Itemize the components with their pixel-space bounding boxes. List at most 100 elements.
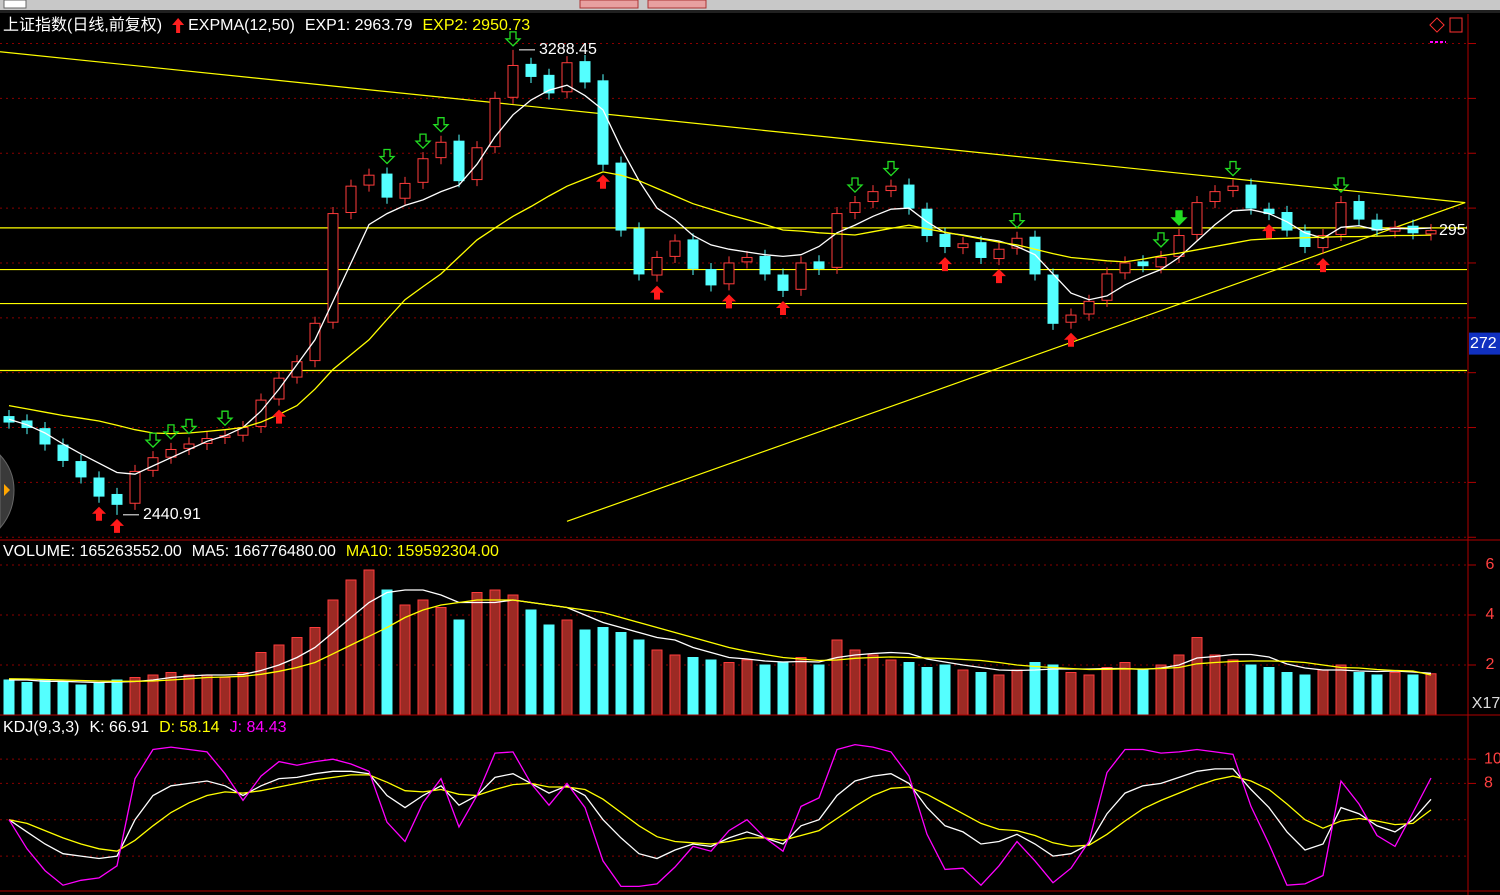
volume-bar: [633, 639, 645, 715]
volume-bar: [255, 652, 267, 715]
frame: [0, 14, 1500, 895]
toolbar-button[interactable]: [3, 0, 27, 9]
volume-bar: [1281, 672, 1293, 715]
y-tick-label: 6: [1486, 556, 1495, 573]
volume-bar: [129, 677, 141, 715]
volume-bar: [1407, 674, 1419, 715]
candle-body: [1425, 230, 1437, 235]
sell-signal: [1008, 213, 1026, 229]
volume-bar: [345, 579, 357, 715]
volume-bar: [921, 667, 933, 715]
volume-bar: [939, 664, 951, 715]
sell-signal: [882, 160, 900, 177]
sell-signal: [144, 432, 162, 449]
chart-title: VOLUME: 165263552.00: [3, 543, 182, 560]
candle-body: [93, 477, 105, 497]
volume-bar: [1065, 672, 1077, 715]
indicator-line: [8, 599, 1432, 682]
volume-bar: [75, 684, 87, 715]
candle-body: [489, 97, 501, 148]
volume-bar: [741, 659, 753, 715]
volume-bar: [867, 654, 879, 715]
toolbar-tab[interactable]: [579, 0, 639, 9]
volume-bar: [687, 657, 699, 715]
volume-bar: [93, 682, 105, 715]
volume-bar: [507, 594, 519, 715]
toolbar-tab[interactable]: [647, 0, 707, 9]
candle-body: [435, 141, 447, 159]
candle-body: [831, 213, 843, 268]
candle-body: [1155, 256, 1167, 268]
candle-body: [957, 243, 969, 249]
candle-body: [399, 182, 411, 199]
chart-title: 上证指数(日线,前复权): [3, 16, 162, 34]
volume-bar: [669, 654, 681, 715]
side-toggle-arrow: [4, 484, 10, 496]
window-icon[interactable]: [1449, 17, 1463, 33]
y-tick-label: 4: [1486, 606, 1495, 623]
volume-bar: [525, 609, 537, 715]
candle-body: [1227, 185, 1239, 192]
volume-bar: [327, 599, 339, 715]
volume-bar: [849, 649, 861, 715]
volume-bar: [111, 679, 123, 715]
candle-body: [381, 173, 393, 198]
volume-bar: [471, 592, 483, 715]
legend-entry: J: 84.43: [230, 719, 287, 736]
volume-bar: [1299, 674, 1311, 715]
volume-bar: [579, 629, 591, 715]
axis-price-marker: [1469, 332, 1500, 355]
buy-signal: [992, 269, 1006, 284]
volume-bar: [795, 657, 807, 715]
volume-bar: [615, 632, 627, 715]
candle-body: [975, 242, 987, 258]
buy-signal: [776, 300, 790, 315]
buy-signal: [1064, 332, 1078, 347]
candle-body: [1137, 261, 1149, 267]
volume-bar: [1083, 674, 1095, 715]
diamond-icon[interactable]: [1429, 17, 1445, 33]
volume-bar: [3, 679, 15, 715]
volume-panel: [0, 564, 1467, 715]
candle-body: [777, 274, 789, 291]
volume-bar: [957, 669, 969, 715]
volume-bar: [57, 682, 69, 715]
axis-price-label: 272: [1470, 335, 1497, 352]
volume-bar: [183, 674, 195, 715]
volume-bar: [309, 627, 321, 715]
volume-bar: [1191, 637, 1203, 715]
candle-body: [1353, 201, 1365, 220]
candle-body: [1299, 230, 1311, 248]
candle-body: [741, 256, 753, 263]
sell-signal: [1224, 160, 1242, 177]
indicator-line: [9, 589, 1432, 684]
volume-bar: [291, 637, 303, 715]
buy-signal: [110, 518, 124, 533]
buy-signal: [1262, 224, 1276, 239]
sell-signal: [216, 410, 234, 427]
volume-bar: [219, 677, 231, 715]
volume-bar: [777, 662, 789, 715]
volume-bar: [21, 682, 33, 715]
buy-signal: [938, 257, 952, 272]
sell-signal: [846, 177, 864, 193]
sell-signal: [1152, 232, 1170, 248]
candle-body: [453, 140, 465, 182]
candle-body: [723, 262, 735, 285]
candle-body: [1245, 184, 1257, 209]
legend-entry: D: 58.14: [159, 719, 220, 736]
buy-signal: [650, 285, 664, 300]
volume-bar: [489, 589, 501, 715]
volume-bar: [705, 659, 717, 715]
candle-body: [633, 228, 645, 275]
volume-bar: [1353, 672, 1365, 715]
volume-bar: [813, 664, 825, 715]
candle-body: [651, 256, 663, 276]
volume-bar: [1011, 669, 1023, 715]
candle-body: [705, 269, 717, 286]
trend-line: [0, 51, 1466, 204]
volume-bar: [1317, 669, 1329, 715]
candle-body: [1317, 235, 1329, 249]
y-tick-label: 8: [1484, 775, 1493, 792]
axis-unit-label: X17: [1472, 695, 1500, 712]
